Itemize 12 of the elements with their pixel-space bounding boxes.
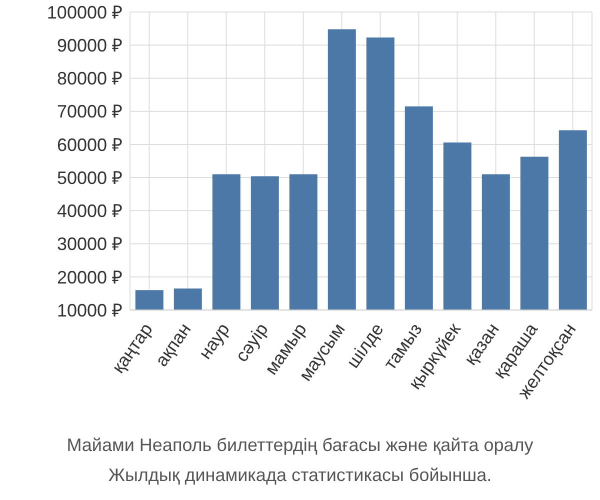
y-tick-label: 80000 ₽ (56, 68, 122, 89)
y-tick-label: 100000 ₽ (46, 2, 122, 22)
text: Майами Неаполь билеттердің бағасы және қайта оралу (66, 434, 534, 457)
y-tick-label: 10000 ₽ (56, 300, 122, 320)
y-tick-label: 50000 ₽ (56, 168, 122, 188)
y-tick-label: 90000 ₽ (56, 36, 122, 56)
y-tick-label: 20000 ₽ (56, 267, 122, 288)
y-tick-label: 60000 ₽ (56, 134, 122, 155)
text: Жылдық динамикада статистикасы бойынша. (107, 464, 493, 487)
y-tick-label: 70000 ₽ (56, 102, 122, 122)
y-tick-label: 40000 ₽ (56, 201, 122, 222)
y-tick-label: 30000 ₽ (56, 234, 122, 254)
